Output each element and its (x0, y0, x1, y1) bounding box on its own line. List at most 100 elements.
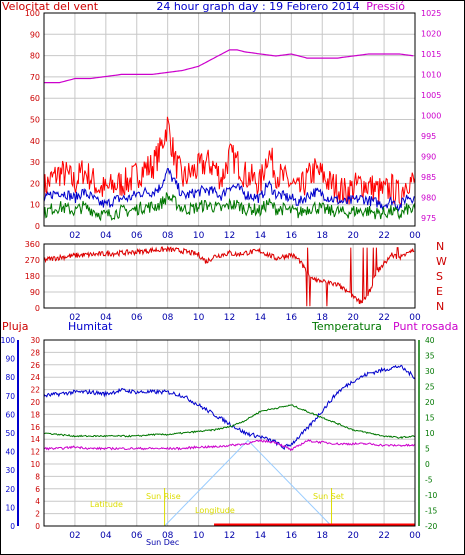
x-tick-label-climate: 02 (69, 531, 80, 541)
x-tick-label-direction: 12 (224, 313, 235, 323)
rain-tick-label: 22 (30, 386, 40, 395)
temperature-tick-label: 30 (425, 367, 435, 376)
pressure-tick-label: 990 (421, 152, 436, 161)
pressure-tick-label: 1010 (421, 70, 441, 79)
rain-tick-label: 26 (30, 361, 40, 370)
wind-tick-label: 30 (30, 158, 40, 167)
rain-tick-label: 16 (30, 423, 40, 432)
wind-tick-label: 60 (30, 94, 40, 103)
pressure-tick-label: 980 (421, 193, 436, 202)
x-tick-label-direction: 10 (193, 313, 205, 323)
humidity-tick-label: 70 (5, 392, 15, 401)
x-tick-label-wind: 06 (131, 231, 143, 241)
direction-tick-label: 0 (35, 304, 40, 313)
wind-tick-label: 80 (30, 52, 40, 61)
pressure-tick-label: 995 (421, 132, 436, 141)
series-line-temperature (43, 404, 416, 440)
x-tick-label-wind: 00 (409, 231, 421, 241)
temperature-tick-label: 10 (425, 429, 435, 438)
series-line-dewpoint (43, 438, 416, 452)
temperature-tick-label: 40 (425, 336, 435, 345)
humidity-label: Humitat (68, 320, 113, 333)
dewpoint-label: Punt rosada (393, 320, 458, 333)
x-tick-label-wind: 10 (193, 231, 205, 241)
x-tick-label-direction: 08 (162, 313, 174, 323)
pressure-axis-label: Pressió (366, 0, 405, 13)
rain-tick-label: 12 (30, 448, 40, 457)
wind-tick-label: 10 (30, 201, 40, 210)
x-tick-label-direction: 02 (69, 313, 80, 323)
humidity-tick-label: 80 (5, 373, 15, 382)
wind-tick-label: 0 (35, 222, 40, 231)
pressure-tick-label: 1005 (421, 91, 441, 100)
temperature-tick-label: -15 (425, 507, 437, 516)
compass-label: N (436, 300, 444, 313)
rain-tick-label: 0 (35, 522, 40, 531)
sunset-annotation: Sun Set (313, 492, 344, 501)
sun-elevation-arc (164, 439, 332, 527)
wind-tick-label: 50 (30, 116, 40, 125)
series-line-wind_low (43, 192, 416, 222)
humidity-tick-label: 90 (5, 355, 15, 364)
x-tick-label-direction: 18 (317, 313, 329, 323)
wind-tick-label: 40 (30, 137, 40, 146)
temperature-tick-label: 0 (425, 460, 430, 469)
rain-tick-label: 30 (30, 336, 40, 345)
rain-tick-label: 14 (30, 435, 40, 444)
temperature-label: Temperatura (311, 320, 382, 333)
temperature-tick-label: 20 (425, 398, 435, 407)
plot-frame-climate (43, 339, 416, 527)
plot-frame-direction (43, 243, 416, 309)
humidity-tick-label: 100 (1, 336, 16, 345)
x-tick-label-climate: 00 (409, 531, 421, 541)
x-tick-label-direction: 14 (255, 313, 267, 323)
direction-tick-label: 270 (25, 256, 40, 265)
series-line-pressure (44, 49, 414, 84)
wind-tick-label: 90 (30, 30, 40, 39)
pressure-tick-label: 985 (421, 173, 436, 182)
compass-label: N (436, 240, 444, 253)
direction-tick-label: 180 (25, 272, 40, 281)
longitude-annotation: Longitude (195, 506, 235, 515)
x-tick-label-wind: 08 (162, 231, 174, 241)
humidity-tick-label: 20 (5, 485, 15, 494)
wind-tick-label: 20 (30, 179, 40, 188)
temperature-tick-label: -20 (425, 522, 437, 531)
humidity-tick-label: 30 (5, 466, 15, 475)
chart-title: 24 hour graph day : 19 Febrero 2014 (156, 0, 359, 13)
rain-tick-label: 4 (35, 497, 40, 506)
x-tick-label-direction: 04 (100, 313, 112, 323)
x-tick-label-wind: 14 (255, 231, 267, 241)
x-tick-label-wind: 22 (378, 231, 389, 241)
x-tick-label-climate: 20 (347, 531, 359, 541)
latitude-annotation: Latitude (90, 500, 123, 509)
series-line-wind-direction (43, 245, 415, 307)
x-tick-label-climate: 06 (131, 531, 143, 541)
rain-tick-label: 6 (35, 485, 40, 494)
x-tick-label-climate: 10 (193, 531, 205, 541)
compass-label: E (436, 285, 443, 298)
humidity-tick-label: 50 (5, 429, 15, 438)
temperature-tick-label: -5 (425, 476, 433, 485)
rain-tick-label: 24 (30, 373, 40, 382)
x-tick-label-climate: 04 (100, 531, 112, 541)
pressure-tick-label: 975 (421, 214, 436, 223)
compass-label: W (436, 255, 447, 268)
x-tick-label-direction: 00 (409, 313, 421, 323)
temperature-tick-label: 35 (425, 352, 435, 361)
pressure-tick-label: 1020 (421, 29, 441, 38)
rain-tick-label: 18 (30, 410, 40, 419)
temperature-tick-label: 5 (425, 445, 430, 454)
plot-frame-wind (43, 12, 416, 227)
temperature-tick-label: 15 (425, 414, 435, 423)
pressure-tick-label: 1000 (421, 111, 441, 120)
wind-tick-label: 70 (30, 73, 40, 82)
wind-axis-label: Velocitat del vent (2, 0, 99, 13)
series-line-wind_avg (43, 168, 415, 213)
rain-tick-label: 20 (30, 398, 40, 407)
series-line-humidity (43, 364, 416, 451)
direction-tick-label: 360 (25, 240, 40, 249)
compass-label: S (436, 270, 443, 283)
x-tick-label-wind: 18 (317, 231, 329, 241)
